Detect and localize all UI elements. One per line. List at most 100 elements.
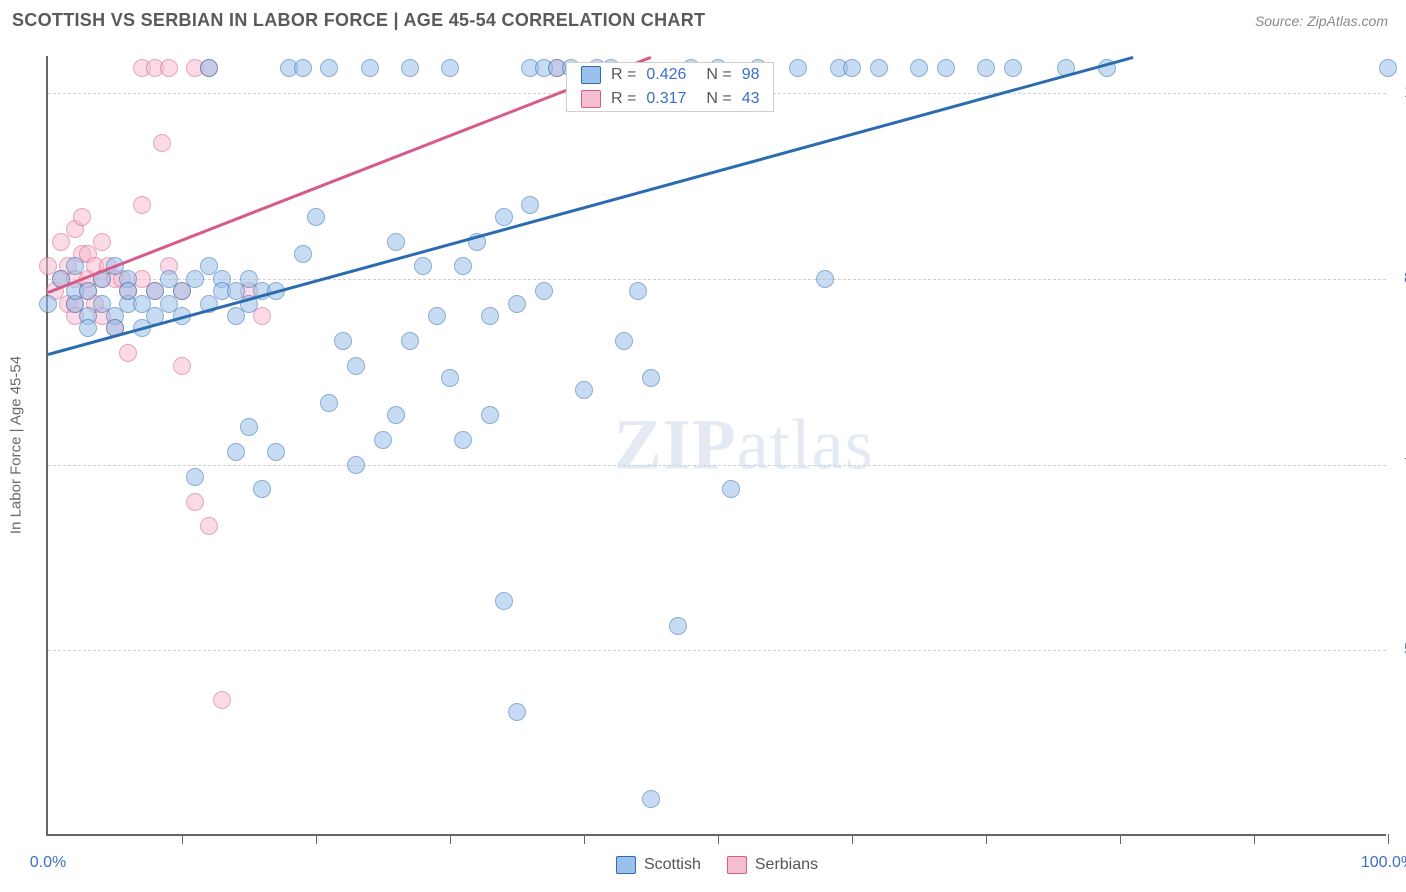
scottish-point (495, 592, 513, 610)
scottish-point (508, 295, 526, 313)
r-label: R = (611, 66, 636, 84)
scottish-point (387, 406, 405, 424)
scottish-point (240, 418, 258, 436)
serbians-trendline (48, 56, 652, 294)
serbians-point (200, 517, 218, 535)
scottish-point (789, 59, 807, 77)
xtick (450, 834, 451, 844)
scottish-point (495, 208, 513, 226)
scottish-point (642, 369, 660, 387)
source-attribution: Source: ZipAtlas.com (1255, 13, 1388, 29)
scottish-point (428, 307, 446, 325)
scottish-point (387, 233, 405, 251)
scottish-point (347, 456, 365, 474)
scottish-point (374, 431, 392, 449)
scottish-point (481, 307, 499, 325)
n-label: N = (706, 66, 731, 84)
scottish-point (454, 257, 472, 275)
n-label: N = (706, 90, 731, 108)
serbians-swatch-icon (581, 90, 601, 108)
serbians-point (153, 134, 171, 152)
scottish-point (414, 257, 432, 275)
scottish-point (642, 790, 660, 808)
serbians-point (73, 208, 91, 226)
scottish-r-value: 0.426 (646, 66, 696, 84)
gridline (48, 650, 1386, 651)
scottish-point (39, 295, 57, 313)
scottish-point (307, 208, 325, 226)
scottish-point (267, 443, 285, 461)
serbians-legend-label: Serbians (755, 856, 818, 874)
serbians-point (119, 344, 137, 362)
gridline (48, 465, 1386, 466)
scottish-point (535, 282, 553, 300)
scottish-point (294, 59, 312, 77)
stats-legend: R = 0.426 N = 98 R = 0.317 N = 43 (566, 62, 774, 112)
serbians-point (213, 691, 231, 709)
scottish-point (66, 257, 84, 275)
ytick-label: 85.0% (1392, 270, 1406, 288)
xtick (1388, 834, 1389, 844)
scottish-point (816, 270, 834, 288)
legend-item-scottish: Scottish (616, 856, 701, 874)
scottish-point (669, 617, 687, 635)
serbians-point (160, 59, 178, 77)
scottish-point (320, 59, 338, 77)
scottish-point (294, 245, 312, 263)
serbians-point (93, 233, 111, 251)
stats-row-serbians: R = 0.317 N = 43 (567, 87, 773, 111)
xtick-label: 100.0% (1361, 854, 1406, 872)
xtick (584, 834, 585, 844)
ytick-label: 100.0% (1392, 84, 1406, 102)
xtick-label: 0.0% (30, 854, 66, 872)
scottish-point (79, 319, 97, 337)
chart-title: SCOTTISH VS SERBIAN IN LABOR FORCE | AGE… (12, 10, 705, 31)
xtick (182, 834, 183, 844)
scottish-point (977, 59, 995, 77)
serbians-point (173, 357, 191, 375)
serbians-point (133, 196, 151, 214)
scottish-point (870, 59, 888, 77)
scottish-point (910, 59, 928, 77)
watermark-zip: ZIP (614, 405, 737, 485)
scottish-point (320, 394, 338, 412)
correlation-scatter-chart: In Labor Force | Age 45-54 55.0%70.0%85.… (46, 56, 1386, 836)
xtick (316, 834, 317, 844)
serbians-n-value: 43 (742, 90, 760, 108)
scottish-point (937, 59, 955, 77)
scottish-point (401, 332, 419, 350)
xtick (852, 834, 853, 844)
scottish-point (347, 357, 365, 375)
scottish-point (629, 282, 647, 300)
scottish-point (227, 443, 245, 461)
scottish-point (186, 468, 204, 486)
scottish-point (575, 381, 593, 399)
scottish-point (200, 59, 218, 77)
scottish-point (508, 703, 526, 721)
series-legend: Scottish Serbians (616, 856, 818, 874)
serbians-point (253, 307, 271, 325)
scottish-swatch-icon (616, 856, 636, 874)
scottish-point (722, 480, 740, 498)
scottish-point (361, 59, 379, 77)
xtick (986, 834, 987, 844)
scottish-point (454, 431, 472, 449)
scottish-point (401, 59, 419, 77)
xtick (718, 834, 719, 844)
scottish-n-value: 98 (742, 66, 760, 84)
scottish-point (521, 196, 539, 214)
scottish-point (253, 480, 271, 498)
scottish-point (615, 332, 633, 350)
scottish-point (441, 59, 459, 77)
serbians-r-value: 0.317 (646, 90, 696, 108)
xtick (1254, 834, 1255, 844)
scottish-point (843, 59, 861, 77)
serbians-point (186, 493, 204, 511)
ytick-label: 55.0% (1392, 641, 1406, 659)
r-label: R = (611, 90, 636, 108)
xtick (1120, 834, 1121, 844)
scottish-legend-label: Scottish (644, 856, 701, 874)
watermark-atlas: atlas (737, 405, 874, 485)
ytick-label: 70.0% (1392, 456, 1406, 474)
scottish-point (481, 406, 499, 424)
